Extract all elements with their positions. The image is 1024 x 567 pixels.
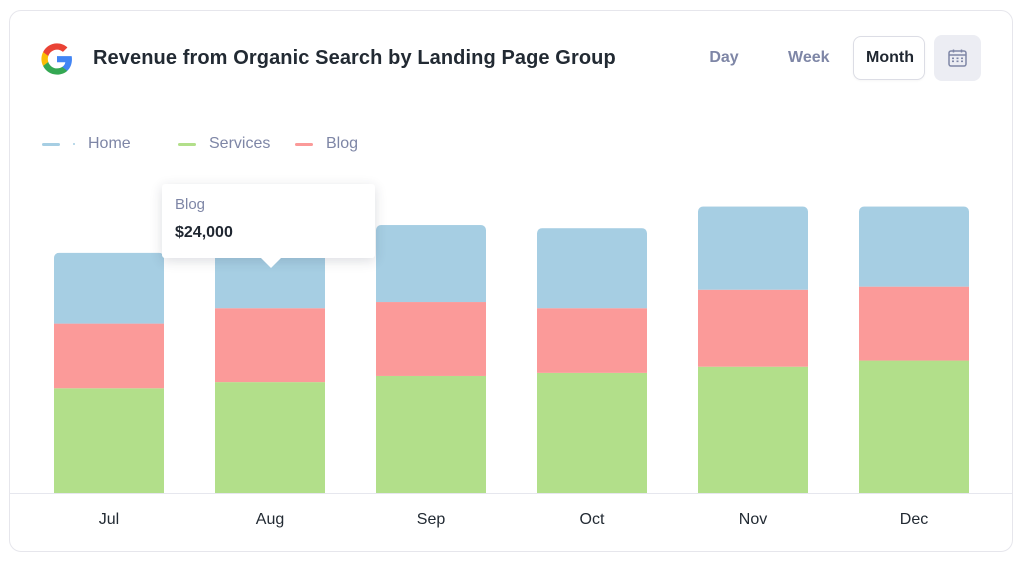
bar-segment-blog-nov[interactable] [698,289,808,367]
legend-item-home[interactable]: Home [42,134,142,154]
bar-segment-blog-dec[interactable] [859,286,969,361]
chart-title: Revenue from Organic Search by Landing P… [93,47,616,69]
bar-segment-home-nov[interactable] [698,206,808,290]
legend-item-blog[interactable]: Blog [295,134,375,154]
x-tick-label: Aug [256,511,284,528]
period-week-button[interactable]: Week [776,36,840,80]
period-day-button[interactable]: Day [697,36,751,80]
calendar-icon [948,49,967,67]
period-month-button[interactable]: Month [853,36,925,80]
tooltip-value: $24,000 [175,224,233,241]
bar-segment-services-oct[interactable] [537,372,647,493]
bar-stack-dec[interactable] [859,206,969,493]
tooltip-series-name: Blog [175,196,206,213]
bar-segment-home-oct[interactable] [537,228,647,309]
x-tick-label: Jul [99,511,119,528]
legend-item-services[interactable]: Services [178,134,278,154]
legend-dot [73,143,75,145]
x-tick-label: Dec [900,511,928,528]
bar-segment-home-jul[interactable] [54,252,164,324]
chart-card [9,10,1013,552]
bar-segment-blog-sep[interactable] [376,302,486,376]
bar-segment-home-dec[interactable] [859,206,969,287]
legend-swatch-blog [295,143,313,146]
legend-label-services: Services [209,135,271,152]
bar-segment-services-sep[interactable] [376,375,486,493]
bar-stack-sep[interactable] [376,225,486,493]
calendar-button[interactable] [934,35,981,81]
legend-label-home: Home [88,135,131,152]
legend-label-blog: Blog [326,135,359,152]
bar-stack-aug[interactable] [215,231,325,493]
bar-segment-blog-aug[interactable] [215,308,325,383]
x-tick-label: Oct [580,511,605,528]
google-logo-icon [41,43,72,75]
bar-segment-blog-oct[interactable] [537,308,647,373]
x-tick-label: Sep [417,511,446,528]
bar-stack-oct[interactable] [537,228,647,493]
bar-segment-services-jul[interactable] [54,388,164,493]
bar-segment-home-sep[interactable] [376,225,486,303]
bar-segment-services-nov[interactable] [698,366,808,493]
legend-swatch-home [42,143,60,146]
bar-segment-services-aug[interactable] [215,382,325,493]
bar-segment-blog-jul[interactable] [54,323,164,389]
bar-stack-nov[interactable] [698,206,808,493]
legend-swatch-services [178,143,196,146]
chart-tooltip: Blog $24,000 [162,184,375,268]
bar-segment-services-dec[interactable] [859,360,969,493]
x-tick-label: Nov [739,511,767,528]
bar-stack-jul[interactable] [54,252,164,493]
